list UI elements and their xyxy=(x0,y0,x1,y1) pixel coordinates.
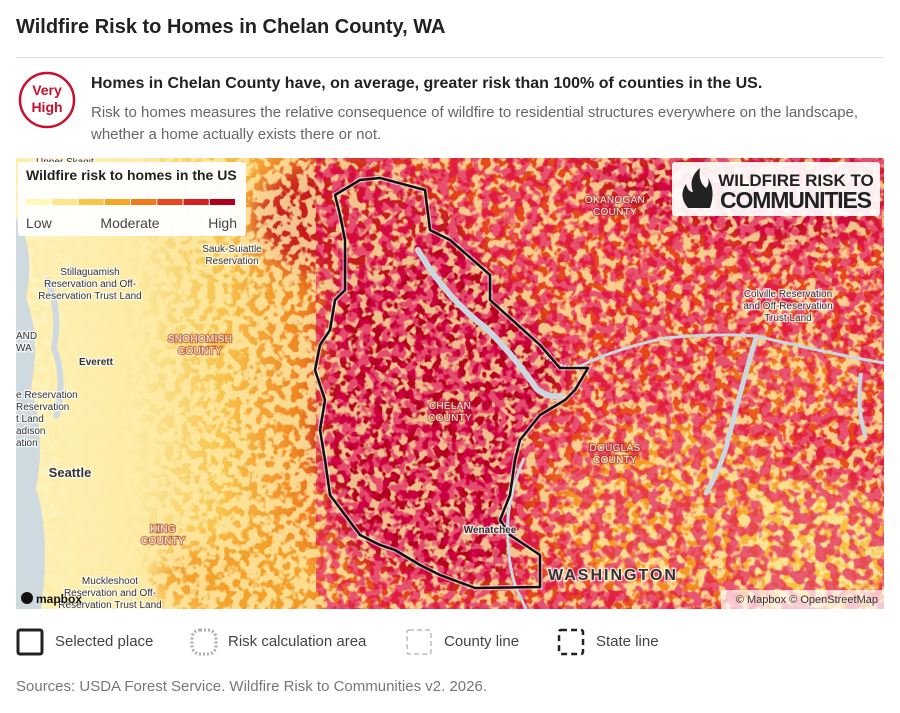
selected-place-outline xyxy=(313,176,590,590)
place-label: Sauk-Suiattle xyxy=(202,244,262,255)
place-label: COUNTY xyxy=(593,455,637,466)
map-key-icons xyxy=(16,628,585,656)
description: Risk to homes measures the relative cons… xyxy=(91,104,859,143)
risk-badge: Very High xyxy=(18,71,76,129)
logo-box xyxy=(672,162,880,216)
place-label: Seattle xyxy=(49,465,92,480)
legend-swatch xyxy=(104,199,130,205)
legend-swatch xyxy=(52,199,78,205)
place-label: DOUGLAS xyxy=(589,443,640,454)
place-label: Trust Land xyxy=(764,313,811,324)
key-label: State line xyxy=(596,633,659,650)
legend-swatch xyxy=(209,199,235,205)
place-label: Reservation xyxy=(16,402,69,413)
attribution[interactable]: © Mapbox © OpenStreetMap xyxy=(736,594,878,606)
headline: Homes in Chelan County have, on average,… xyxy=(91,75,763,92)
logo-text: COMMUNITIES xyxy=(720,187,872,213)
legend-swatch xyxy=(131,199,157,205)
legend-title: Wildfire risk to homes in the US xyxy=(26,167,237,183)
legend-label: Moderate xyxy=(100,215,159,231)
badge-text: Very xyxy=(32,82,62,98)
map[interactable]: Upper SkagitSauk-SuiattleReservationStil… xyxy=(16,158,884,609)
legend-label: Low xyxy=(26,215,53,231)
place-label: Wenatchee xyxy=(464,525,517,536)
place-label: Everett xyxy=(79,357,114,368)
source-note: Sources: USDA Forest Service. Wildfire R… xyxy=(16,678,487,695)
place-label: KING xyxy=(150,524,176,535)
key-risk-area xyxy=(190,628,218,656)
place-label: Reservation Trust Land xyxy=(38,291,141,302)
key-state-line xyxy=(557,628,585,656)
place-label: Reservation and Off- xyxy=(64,588,156,599)
place-label: Reservation Trust Land xyxy=(58,600,161,609)
legend-label: High xyxy=(208,215,237,231)
legend-swatch xyxy=(26,199,52,205)
place-label: AND xyxy=(16,331,37,342)
place-label: t Land xyxy=(16,414,44,425)
key-label: County line xyxy=(444,633,520,650)
place-label: Stillaguamish xyxy=(60,267,119,278)
legend-swatch xyxy=(183,199,209,205)
legend-swatch xyxy=(78,199,104,205)
place-label: COUNTY xyxy=(593,207,637,218)
key-selected-place xyxy=(16,628,44,656)
mapbox-icon xyxy=(21,592,33,604)
basemap: Upper SkagitSauk-SuiattleReservationStil… xyxy=(16,158,884,609)
place-label: e Reservation xyxy=(16,390,78,401)
place-label: adison xyxy=(16,426,45,437)
place-label: and Off-Reservation xyxy=(743,301,832,312)
place-label: SNOHOMISH xyxy=(168,334,232,345)
place-label: COUNTY xyxy=(141,536,185,547)
key-label: Selected place xyxy=(55,633,154,650)
place-label: WA xyxy=(16,343,32,354)
place-label: ation xyxy=(16,438,38,449)
place-label: COUNTY xyxy=(428,413,472,424)
place-label: OKANOGAN xyxy=(585,195,645,206)
place-label: Reservation xyxy=(205,256,258,267)
badge-text: High xyxy=(31,99,62,115)
badge-ring xyxy=(18,71,76,129)
logo-text: WILDFIRE RISK TO xyxy=(718,171,874,190)
logo-flame xyxy=(682,168,713,208)
legend-swatch xyxy=(157,199,183,205)
place-label: Reservation and Off- xyxy=(44,279,136,290)
place-label: WASHINGTON xyxy=(548,567,678,584)
place-label: Muckleshoot xyxy=(82,576,138,587)
key-label: Risk calculation area xyxy=(228,633,367,650)
place-label: COUNTY xyxy=(178,346,222,357)
page-title: Wildfire Risk to Homes in Chelan County,… xyxy=(16,16,446,38)
mapbox-logo[interactable]: mapbox xyxy=(36,592,82,606)
key-county-line xyxy=(406,629,432,655)
divider xyxy=(16,57,884,58)
place-label: Colville Reservation xyxy=(744,289,832,300)
attribution-bg xyxy=(721,590,884,609)
place-label: CHELAN xyxy=(429,401,471,412)
